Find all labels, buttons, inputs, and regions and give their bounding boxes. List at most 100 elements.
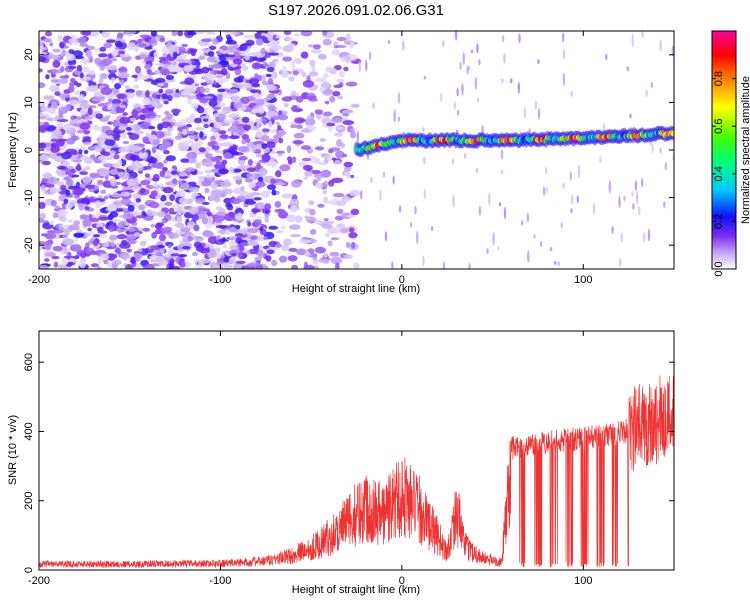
heatmap-cell (311, 48, 322, 54)
heatmap-cell (199, 248, 211, 254)
heatmap-cell (180, 158, 190, 163)
heatmap-cell (123, 140, 130, 145)
heatmap-cell (339, 227, 349, 234)
heatmap-cell (350, 127, 355, 135)
heatmap-cell (112, 218, 122, 223)
heatmap-cell (223, 256, 230, 263)
heatmap-cell (462, 52, 465, 66)
heatmap-cell (265, 73, 273, 78)
heatmap-cell (233, 187, 243, 195)
heatmap-cell (211, 84, 222, 88)
heatmap-cell (463, 152, 467, 159)
heatmap-cell (171, 170, 178, 175)
heatmap-cell (336, 139, 343, 148)
heatmap-cell (154, 69, 160, 75)
heatmap-cell (44, 232, 57, 240)
heatmap-cell (351, 241, 356, 249)
heatmap-cell (65, 203, 73, 210)
heatmap-cell (301, 71, 307, 78)
heatmap-cell (174, 250, 183, 254)
heatmap-cell (158, 234, 167, 242)
heatmap-cell (527, 250, 530, 263)
heatmap-cell (347, 214, 355, 218)
heatmap-cell (201, 216, 208, 225)
heatmap-cell (300, 51, 309, 59)
heatmap-cell (277, 114, 289, 121)
heatmap-cell (235, 244, 245, 253)
heatmap-cell (281, 96, 293, 102)
heatmap-cell (109, 234, 118, 241)
heatmap-cell (331, 177, 344, 183)
heatmap-cell (105, 135, 114, 140)
heatmap-cell (122, 211, 134, 220)
heatmap-cell (409, 222, 413, 228)
heatmap-cell (99, 72, 108, 80)
heatmap-cell (39, 51, 48, 55)
heatmap-cell (229, 166, 234, 174)
heatmap-cell (423, 156, 426, 165)
heatmap-cell (322, 89, 333, 96)
heatmap-cell (177, 179, 183, 186)
heatmap-cell (94, 47, 101, 53)
heatmap-cell (304, 117, 316, 126)
heatmap-cell (247, 227, 259, 234)
heatmap-cell (241, 138, 247, 145)
heatmap-cell (112, 201, 123, 205)
heatmap-cell (100, 189, 106, 195)
heatmap-cell (166, 131, 172, 137)
heatmap-cell (235, 236, 243, 245)
heatmap-cell (237, 129, 244, 136)
heatmap-cell (312, 259, 319, 265)
heatmap-cell (130, 256, 136, 264)
heatmap-cell (343, 254, 353, 259)
heatmap-cell (256, 201, 266, 209)
heatmap-cell (170, 92, 183, 98)
heatmap-cell (135, 130, 144, 135)
heatmap-cell (276, 150, 286, 154)
heatmap-cell (222, 188, 233, 195)
heatmap-cell (331, 49, 341, 56)
heatmap-cell (61, 48, 66, 57)
heatmap-cell (150, 245, 159, 250)
heatmap-cell (130, 145, 141, 153)
heatmap-cell (261, 80, 268, 86)
heatmap-cell (265, 255, 272, 262)
heatmap-cell (215, 225, 227, 229)
heatmap-cell (108, 224, 116, 232)
heatmap-cell (61, 151, 72, 160)
heatmap-cell (204, 153, 213, 159)
heatmap-cell (194, 117, 202, 124)
heatmap-cell (74, 70, 81, 76)
heatmap-cell (286, 145, 292, 154)
heatmap-cell (65, 189, 71, 196)
heatmap-cell (249, 248, 259, 254)
heatmap-cell (229, 31, 240, 35)
heatmap-cell (89, 56, 94, 63)
heatmap-cell (640, 178, 644, 187)
heatmap-cell (231, 253, 237, 257)
heatmap-cell (322, 73, 329, 79)
heatmap-cell (423, 188, 426, 200)
heatmap-cell (324, 100, 330, 105)
heatmap-cell (278, 137, 284, 144)
heatmap-cell (271, 45, 282, 50)
heatmap-cell (245, 137, 251, 143)
heatmap-cell (271, 259, 278, 267)
heatmap-cell (185, 167, 196, 172)
heatmap-cell (328, 149, 334, 154)
heatmap-cell (160, 194, 167, 202)
heatmap-cell (145, 90, 150, 98)
heatmap-cell (151, 93, 157, 99)
heatmap-cell (159, 170, 166, 178)
heatmap-cell (313, 174, 325, 179)
heatmap-cell (232, 175, 244, 181)
heatmap-cell (298, 239, 311, 245)
heatmap-cell (101, 151, 111, 156)
heatmap-cell (178, 175, 188, 180)
heatmap-cell (131, 124, 142, 131)
heatmap-cell (290, 60, 296, 69)
heatmap-cell (503, 53, 506, 64)
heatmap-cell (475, 167, 479, 174)
